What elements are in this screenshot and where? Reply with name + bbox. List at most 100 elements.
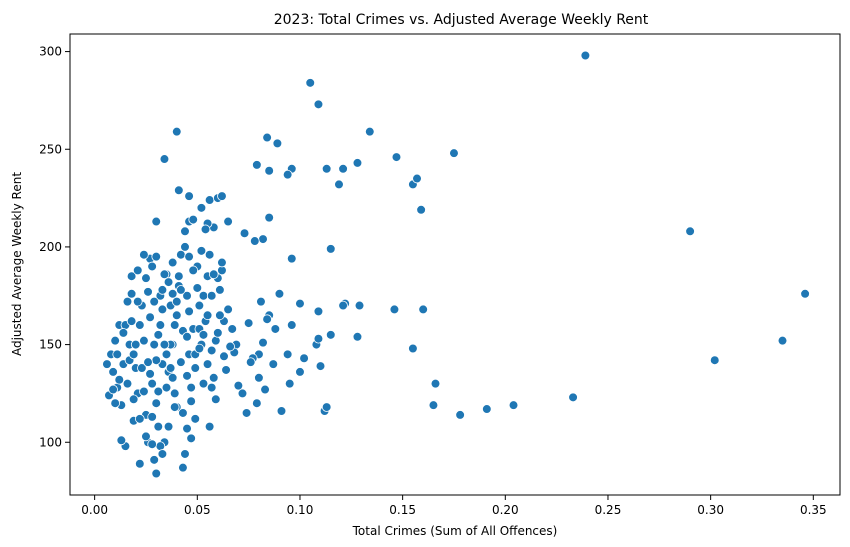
data-point: [141, 273, 151, 283]
data-point: [286, 320, 297, 330]
data-point: [338, 300, 348, 311]
data-point: [178, 462, 188, 473]
data-point: [182, 290, 192, 301]
data-point: [165, 363, 176, 373]
data-point: [416, 205, 426, 215]
data-point: [215, 310, 225, 321]
data-point: [430, 378, 441, 389]
data-point: [192, 283, 203, 293]
data-point: [118, 328, 129, 338]
data-point: [176, 357, 186, 367]
data-point: [108, 384, 118, 395]
data-point: [126, 289, 137, 299]
data-point: [194, 343, 205, 354]
data-point: [178, 408, 188, 418]
data-point: [153, 421, 164, 432]
data-point: [116, 435, 127, 446]
data-point: [268, 359, 279, 369]
data-point: [139, 249, 149, 260]
data-point: [182, 423, 192, 434]
data-point: [126, 271, 137, 282]
data-point: [167, 289, 178, 299]
data-point: [284, 378, 295, 389]
y-tick-label: 100: [39, 435, 62, 449]
data-point: [196, 246, 207, 256]
data-point: [223, 216, 233, 227]
data-points: [102, 50, 810, 479]
data-point: [295, 298, 305, 309]
data-point: [174, 271, 184, 282]
axis-ticks: 0.00 0.05 0.10 0.15 0.20 0.25 0.30 0.35 100 150 20…: [39, 45, 827, 517]
data-point: [163, 277, 174, 287]
x-axis-label: Total Crimes (Sum of All Offences): [352, 524, 558, 538]
data-point: [321, 402, 332, 412]
data-point: [153, 386, 164, 397]
data-point: [147, 378, 157, 389]
data-point: [210, 394, 221, 405]
data-point: [161, 382, 172, 393]
data-point: [128, 394, 139, 405]
data-point: [198, 378, 209, 389]
data-point: [219, 351, 229, 362]
data-point: [282, 349, 293, 360]
data-point: [171, 310, 182, 321]
data-point: [245, 357, 256, 367]
data-point: [132, 296, 143, 307]
data-point: [276, 406, 287, 416]
data-point: [147, 261, 157, 272]
data-point: [206, 345, 217, 356]
data-point: [777, 335, 788, 346]
data-point: [147, 412, 157, 422]
data-point: [143, 357, 153, 367]
data-point: [151, 216, 162, 227]
data-point: [313, 333, 324, 344]
data-point: [412, 173, 422, 184]
data-point: [155, 441, 166, 451]
data-point: [258, 234, 268, 244]
data-point: [198, 290, 209, 301]
data-point: [580, 50, 591, 61]
x-tick-label: 0.00: [81, 503, 108, 517]
data-point: [176, 249, 186, 260]
x-tick-label: 0.15: [389, 503, 416, 517]
data-point: [352, 158, 363, 168]
data-point: [391, 152, 402, 162]
data-point: [151, 251, 162, 262]
data-point: [196, 203, 207, 213]
data-point: [151, 468, 162, 479]
data-point: [128, 349, 139, 360]
data-point: [171, 296, 182, 307]
data-point: [126, 316, 137, 326]
data-point: [709, 355, 720, 366]
data-point: [167, 257, 178, 268]
data-point: [139, 335, 149, 346]
data-point: [295, 367, 305, 377]
data-point: [315, 361, 326, 371]
x-tick-label: 0.25: [595, 503, 622, 517]
data-point: [190, 414, 201, 424]
data-point: [184, 191, 194, 201]
x-tick-label: 0.05: [184, 503, 211, 517]
data-point: [174, 185, 184, 196]
data-point: [145, 312, 155, 323]
data-point: [141, 431, 151, 442]
data-point: [252, 160, 262, 170]
data-point: [190, 363, 201, 373]
data-point: [180, 449, 190, 459]
data-point: [254, 372, 264, 383]
data-point: [206, 382, 217, 393]
data-point: [455, 410, 465, 420]
data-point: [264, 212, 274, 223]
data-point: [186, 433, 196, 444]
data-point: [241, 408, 252, 418]
data-point: [180, 242, 190, 252]
data-point: [149, 296, 159, 307]
data-point: [159, 269, 170, 280]
data-point: [194, 300, 205, 311]
data-point: [389, 304, 400, 315]
data-point: [800, 289, 810, 299]
data-point: [184, 251, 194, 262]
data-point: [233, 380, 244, 391]
